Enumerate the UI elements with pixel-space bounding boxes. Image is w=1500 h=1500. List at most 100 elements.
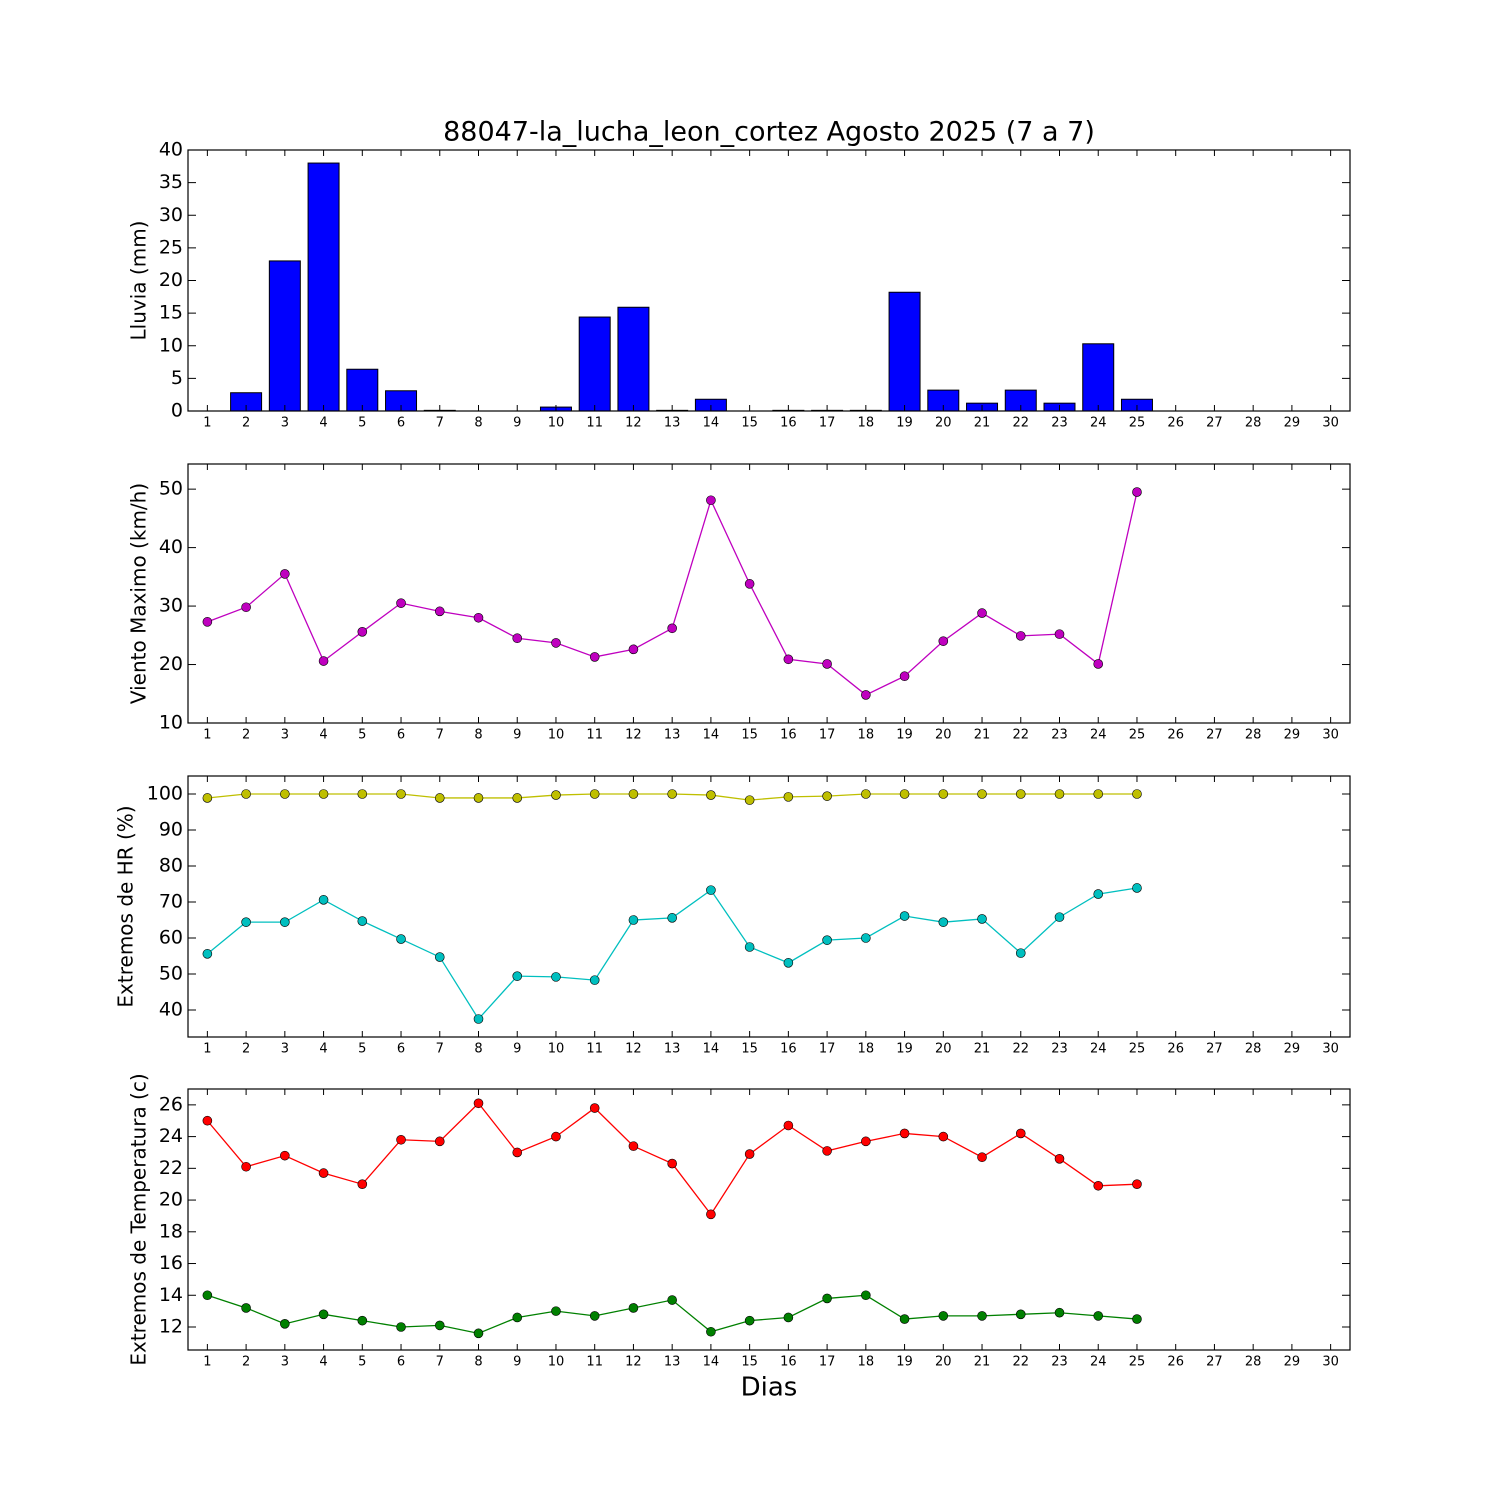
- x-tick-label: 23: [1051, 1042, 1068, 1057]
- y-tick-label: 10: [159, 712, 183, 734]
- x-tick-label: 17: [819, 416, 836, 431]
- point: [783, 1120, 794, 1131]
- y-tick-label: 90: [159, 819, 183, 841]
- x-tick-label: 28: [1245, 416, 1262, 431]
- point: [706, 1209, 716, 1220]
- x-tick-label: 28: [1245, 1042, 1262, 1057]
- x-tick-label: 6: [397, 1355, 405, 1370]
- x-tick-label: 9: [513, 1355, 521, 1370]
- x-tick-label: 11: [586, 416, 603, 431]
- x-tick-label: 16: [780, 1355, 797, 1370]
- y-tick-label: 70: [159, 891, 183, 913]
- x-tick-label: 20: [935, 728, 952, 743]
- point: [861, 789, 871, 799]
- point: [1015, 1309, 1026, 1320]
- x-tick-label: 27: [1206, 1042, 1223, 1057]
- point: [1093, 659, 1104, 669]
- point: [473, 1098, 484, 1109]
- y-axis-label: Lluvia (mm): [127, 221, 151, 341]
- bar: [617, 306, 650, 412]
- x-tick-label: 25: [1129, 416, 1146, 431]
- point: [357, 1179, 368, 1189]
- point: [977, 608, 987, 618]
- x-tick-label: 23: [1051, 416, 1068, 431]
- point: [977, 914, 987, 924]
- point: [899, 671, 910, 682]
- x-tick-label: 17: [819, 1042, 836, 1057]
- y-tick-label: 80: [159, 855, 183, 877]
- x-tick-label: 29: [1284, 728, 1301, 743]
- point: [1093, 1311, 1104, 1321]
- y-tick-label: 14: [159, 1284, 183, 1306]
- x-tick-label: 25: [1129, 1042, 1146, 1057]
- bar: [307, 162, 340, 412]
- y-tick-label: 10: [159, 334, 183, 356]
- plot-frame: [187, 775, 1351, 1038]
- y-tick-label: 0: [171, 400, 183, 422]
- x-tick-label: 3: [281, 728, 289, 743]
- point: [783, 958, 794, 968]
- point: [473, 793, 484, 803]
- point: [512, 1147, 523, 1158]
- x-tick-label: 18: [858, 1042, 875, 1057]
- y-axis-label: Viento Maximo (km/h): [127, 483, 151, 704]
- x-tick-label: 11: [586, 1042, 603, 1057]
- point: [667, 1295, 677, 1305]
- point: [744, 1149, 755, 1159]
- point: [899, 789, 910, 799]
- x-tick-label: 22: [1012, 728, 1029, 743]
- point: [1015, 789, 1026, 799]
- y-tick-label: 15: [159, 302, 183, 324]
- point: [899, 1128, 910, 1139]
- point: [667, 789, 677, 799]
- x-tick-label: 24: [1090, 1355, 1107, 1370]
- y-tick-label: 50: [159, 963, 183, 985]
- point: [822, 791, 832, 801]
- y-tick-label: 35: [159, 171, 183, 193]
- x-tick-label: 21: [974, 1355, 991, 1370]
- y-axis-label: Extremos de HR (%): [114, 805, 138, 1007]
- x-tick-label: 9: [513, 728, 521, 743]
- point: [667, 913, 677, 923]
- x-tick-label: 8: [474, 1355, 482, 1370]
- point: [551, 972, 561, 982]
- point: [357, 789, 368, 799]
- point: [202, 1115, 213, 1126]
- point: [977, 1311, 987, 1321]
- point: [1132, 487, 1142, 497]
- x-tick-label: 18: [858, 1355, 875, 1370]
- point: [241, 1161, 251, 1172]
- point: [551, 1306, 561, 1316]
- x-tick-label: 19: [896, 1355, 913, 1370]
- point: [551, 1131, 561, 1142]
- point: [628, 789, 639, 799]
- x-tick-label: 14: [703, 1355, 720, 1370]
- y-tick-label: 22: [159, 1157, 183, 1179]
- point: [861, 1290, 871, 1301]
- point: [1054, 912, 1065, 922]
- point: [396, 1322, 406, 1332]
- point: [667, 1158, 677, 1169]
- point: [202, 1290, 213, 1301]
- x-tick-label: 5: [358, 1355, 366, 1370]
- point: [473, 1014, 484, 1024]
- point: [822, 659, 832, 669]
- point: [280, 789, 290, 799]
- x-tick-label: 30: [1322, 728, 1339, 743]
- point: [822, 1146, 832, 1156]
- x-tick-label: 6: [397, 1042, 405, 1057]
- x-tick-label: 1: [203, 1355, 211, 1370]
- y-tick-label: 30: [159, 595, 183, 617]
- x-tick-label: 28: [1245, 728, 1262, 743]
- y-tick-label: 25: [159, 236, 183, 258]
- point: [1015, 948, 1026, 958]
- x-tick-label: 13: [664, 1042, 681, 1057]
- point: [783, 654, 794, 665]
- x-tick-label: 26: [1167, 1355, 1184, 1370]
- point: [1132, 789, 1142, 799]
- x-tick-label: 25: [1129, 728, 1146, 743]
- point: [744, 942, 755, 952]
- point: [512, 1312, 523, 1323]
- x-tick-label: 7: [436, 416, 444, 431]
